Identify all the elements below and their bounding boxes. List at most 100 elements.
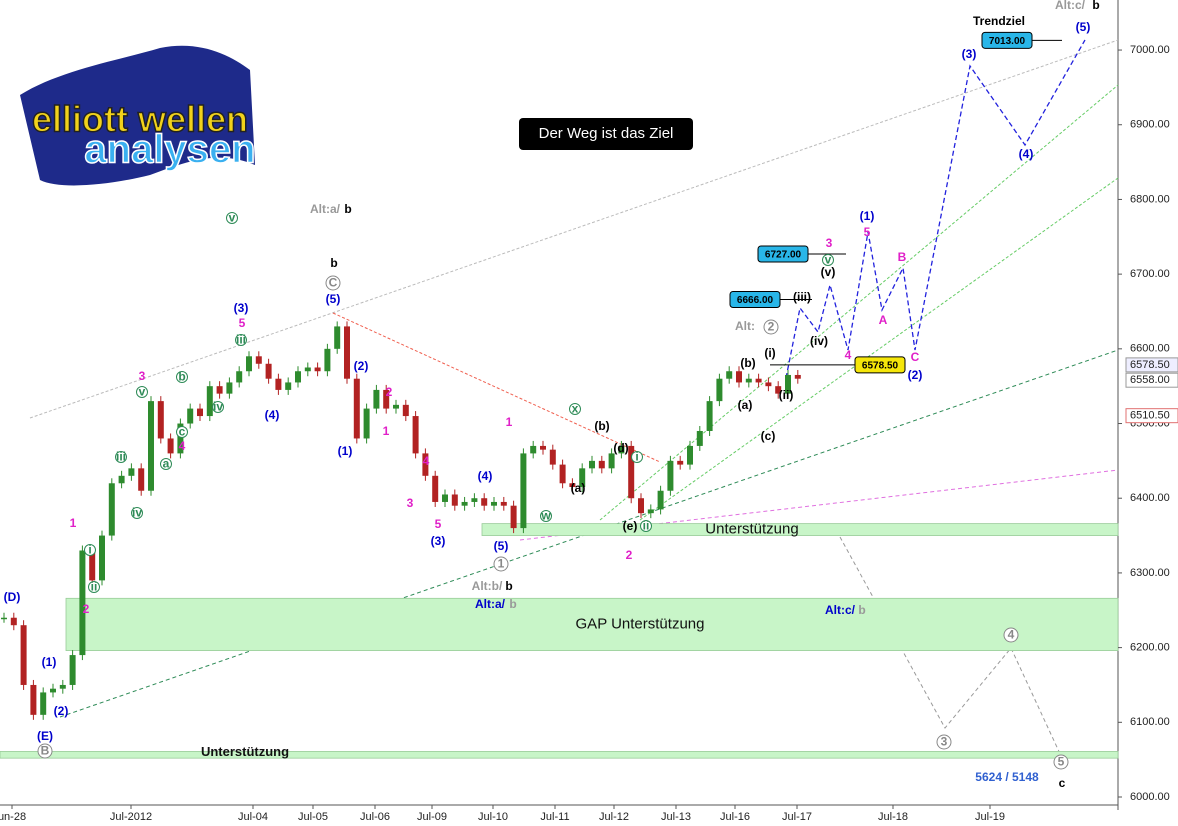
- x-tick-label: Jul-19: [975, 811, 1005, 823]
- wave-label: 4: [179, 439, 186, 453]
- circled-label-ring: [569, 403, 581, 415]
- x-tick-label: Jul-16: [720, 811, 750, 823]
- axis-marker-label: 6510.50: [1130, 410, 1170, 422]
- y-tick-label: 6300.00: [1130, 567, 1170, 579]
- circled-label: i: [635, 450, 638, 464]
- axis-marker-label: 6578.50: [1130, 359, 1170, 371]
- wave-label: (5): [494, 539, 509, 553]
- wave-label: (d): [613, 441, 628, 455]
- axis-marker: [1125, 372, 1178, 388]
- candle: [579, 468, 586, 488]
- circled-label-ring: [235, 334, 247, 346]
- wave-label: b: [509, 597, 516, 611]
- wave-label: (1): [338, 444, 353, 458]
- wave-label: (v): [821, 265, 836, 279]
- wave-label: (3): [962, 47, 977, 61]
- candle: [128, 468, 135, 476]
- candle: [471, 498, 478, 502]
- wave-label: 1: [70, 516, 77, 530]
- trend-line: [639, 177, 1119, 521]
- candle: [500, 501, 507, 506]
- wave-label: Alt:c/: [825, 603, 856, 617]
- circled-label-ring: [37, 743, 53, 759]
- candle: [530, 445, 537, 454]
- circled-label-ring: [936, 734, 952, 750]
- candle: [324, 348, 331, 372]
- wave-label: 2: [83, 602, 90, 616]
- candle: [687, 445, 693, 465]
- circled-label-ring: [136, 386, 148, 398]
- candle: [304, 367, 311, 372]
- circled-label: v: [825, 253, 832, 267]
- wave-label: A: [879, 313, 888, 327]
- wave-label: Alt:: [735, 319, 755, 333]
- circled-label-ring: [325, 275, 341, 291]
- wave-label: (4): [1019, 147, 1034, 161]
- candle: [40, 692, 47, 715]
- target-box: [729, 291, 781, 309]
- wave-label: (2): [354, 359, 369, 373]
- wave-label: 1: [383, 424, 390, 438]
- y-tick-label: 6100.00: [1130, 716, 1170, 728]
- circled-label-ring: [176, 426, 188, 438]
- candle: [794, 374, 801, 379]
- wave-label: 5624 / 5148: [975, 770, 1039, 784]
- logo-text: elliott wellen: [32, 99, 248, 140]
- x-tick-label: Jul-18: [878, 811, 908, 823]
- circled-label: ii: [643, 519, 650, 533]
- candle: [716, 378, 723, 402]
- candle: [206, 386, 213, 417]
- wave-label: (4): [265, 408, 280, 422]
- candle: [569, 483, 576, 488]
- candle: [657, 490, 664, 510]
- circled-label: 2: [768, 320, 775, 334]
- wave-label: 5: [864, 225, 871, 239]
- candle: [755, 378, 762, 383]
- trend-line: [599, 84, 1119, 521]
- axis-marker: [1125, 408, 1178, 424]
- x-tick-label: Jul-10: [478, 811, 508, 823]
- candle: [344, 326, 350, 379]
- headline: Der Weg ist das Ziel: [539, 125, 674, 142]
- headline-box: [519, 118, 693, 150]
- logo: elliott wellen analysen: [20, 45, 256, 186]
- circled-label: C: [329, 276, 338, 290]
- candle: [118, 475, 125, 484]
- wave-label: b: [344, 202, 351, 216]
- candle: [451, 494, 458, 506]
- circled-label-ring: [88, 581, 100, 593]
- wave-label: (e): [623, 519, 638, 533]
- wave-label: (b): [594, 419, 609, 433]
- x-tick-label: Jul-17: [782, 811, 812, 823]
- wave-label: C: [911, 350, 920, 364]
- candle: [10, 617, 17, 626]
- circled-label: 1: [498, 557, 505, 571]
- candle: [157, 401, 164, 439]
- zone-label: Unterstützung: [201, 744, 289, 759]
- circled-label: 3: [941, 735, 948, 749]
- wave-label: 5: [239, 316, 246, 330]
- candle: [510, 505, 517, 529]
- wave-label: c: [1059, 776, 1066, 790]
- wave-label: (2): [908, 368, 923, 382]
- candle: [226, 382, 233, 394]
- candle: [373, 389, 380, 409]
- y-tick-label: 6700.00: [1130, 268, 1170, 280]
- candle: [50, 688, 56, 693]
- candle: [148, 401, 154, 491]
- wave-label: Trendziel: [973, 14, 1025, 28]
- trend-line: [59, 349, 1119, 718]
- circled-label-ring: [84, 544, 96, 556]
- circled-label: iii: [236, 333, 246, 347]
- circled-label: v: [229, 211, 236, 225]
- candle: [108, 483, 115, 536]
- target-box: [854, 356, 906, 374]
- support-zone: [481, 523, 1119, 536]
- wave-label: 4: [845, 348, 852, 362]
- candle: [638, 498, 644, 514]
- wave-label: 3: [826, 236, 833, 250]
- target-label: 6666.00: [737, 295, 774, 306]
- wave-label: (3): [234, 301, 249, 315]
- candle: [363, 408, 370, 439]
- y-tick-label: 6900.00: [1130, 119, 1170, 131]
